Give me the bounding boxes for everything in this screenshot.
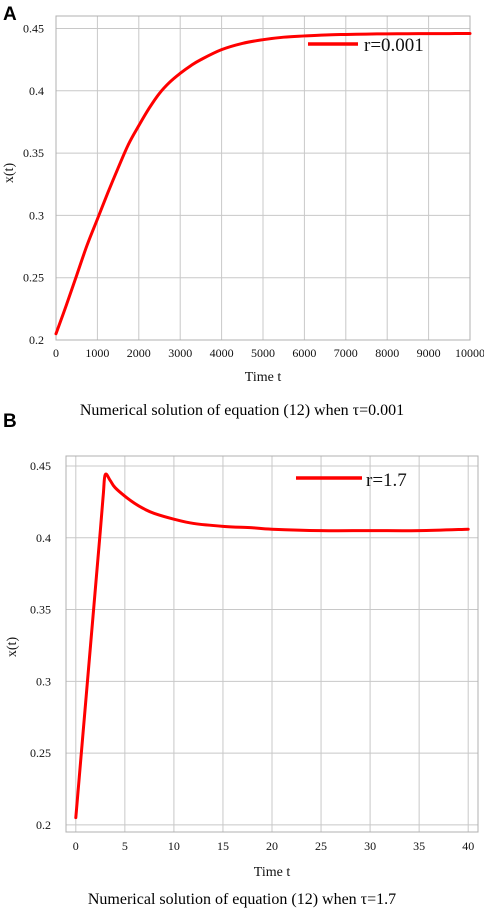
y-tick-label: 0.35: [23, 146, 44, 160]
x-tick-label: 4000: [210, 346, 234, 360]
y-tick-label: 0.3: [36, 674, 51, 688]
x-tick-label: 5: [122, 839, 128, 853]
chart-panel-a: A 0 1000 2000 3000 4000 5000 6000 7000 8000 9000 10…: [2, 4, 484, 419]
y-tick-label: 0.4: [29, 84, 44, 98]
x-tick-label: 0: [53, 346, 59, 360]
panel-label: B: [3, 411, 17, 432]
figure-caption: Numerical solution of equation (12) when…: [88, 891, 396, 908]
legend-label: r=0.001: [364, 35, 424, 56]
x-tick-label: 25: [315, 839, 327, 853]
plot-frame: [65, 455, 479, 833]
x-axis-label: Time t: [254, 865, 291, 880]
y-tick-label: 0.45: [23, 21, 44, 35]
x-tick-label: 9000: [417, 346, 441, 360]
y-tick-label: 0.35: [30, 603, 51, 617]
figure-caption: Numerical solution of equation (12) when…: [80, 402, 404, 419]
x-tick-label: 40: [462, 839, 474, 853]
x-tick-label: 1000: [85, 346, 109, 360]
x-tick-label: 8000: [375, 346, 399, 360]
x-tick-label: 6000: [292, 346, 316, 360]
x-tick-label: 10: [168, 839, 180, 853]
x-tick-label: 7000: [334, 346, 358, 360]
x-tick-label: 0: [73, 839, 79, 853]
y-tick-label: 0.4: [36, 531, 51, 545]
y-tick-label: 0.2: [29, 333, 44, 347]
legend-label: r=1.7: [366, 470, 407, 491]
chart-panel-b: B 0 5 10 15 20 25 30 35 40 0.2 0.25 0.3 0.35 0.4 0.45 Ti…: [3, 411, 479, 908]
x-tick-label: 2000: [127, 346, 151, 360]
x-tick-label: 10000: [455, 346, 484, 360]
panel-label: A: [3, 4, 17, 25]
y-tick-label: 0.3: [29, 208, 44, 222]
y-axis-label: x(t): [5, 637, 20, 658]
y-tick-label: 0.2: [36, 818, 51, 832]
x-tick-label: 5000: [251, 346, 275, 360]
y-tick-label: 0.25: [23, 271, 44, 285]
x-axis-label: Time t: [245, 370, 282, 385]
x-tick-label: 20: [266, 839, 278, 853]
x-tick-label: 35: [413, 839, 425, 853]
series-line-0: [54, 31, 472, 336]
x-tick-label: 15: [217, 839, 229, 853]
y-tick-label: 0.45: [30, 459, 51, 473]
series-line-0: [74, 472, 470, 820]
y-tick-label: 0.25: [30, 746, 51, 760]
y-axis-label: x(t): [2, 163, 17, 184]
x-tick-label: 30: [364, 839, 376, 853]
x-tick-label: 3000: [168, 346, 192, 360]
plot-frame: [55, 15, 471, 341]
